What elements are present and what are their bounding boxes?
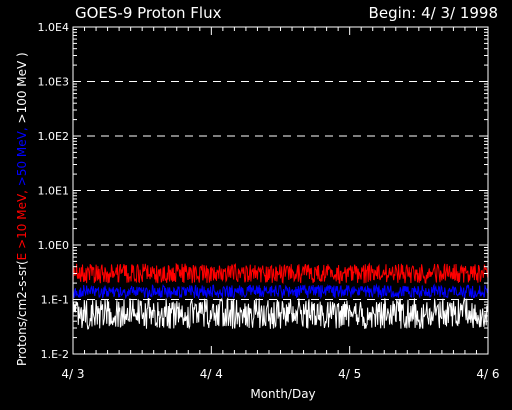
- series-line: [72, 262, 489, 284]
- y-tick-label: 1.E-2: [41, 348, 69, 361]
- series-line: [72, 283, 489, 300]
- series-line: [72, 297, 489, 330]
- y-axis-label: Protons/cm2-s-sr(E >10 MeV, >50 MeV, >10…: [15, 52, 29, 366]
- y-axis-label-prefix: Protons/cm2-s-sr(: [15, 260, 29, 366]
- y-axis-label-gt100: >100 MeV ): [15, 52, 29, 127]
- grid-lines: [73, 81, 488, 300]
- y-tick-label: 1.0E4: [38, 21, 69, 34]
- y-tick-label: 1.0E0: [38, 239, 69, 252]
- axes: [72, 26, 489, 355]
- x-tick-label: 4/ 5: [338, 367, 361, 381]
- y-tick-label: 1.0E1: [38, 185, 69, 198]
- x-axis-label: Month/Day: [250, 387, 315, 401]
- y-tick-label: 1.0E2: [38, 130, 69, 143]
- x-tick-label: 4/ 4: [200, 367, 223, 381]
- y-axis-label-gt10: E >10 MeV,: [15, 190, 29, 260]
- tick-labels: 1.E-2 1.E-1 1.0E0 1.0E1 1.0E2 1.0E3 1.0E4 4/ 3 4…: [38, 21, 500, 381]
- chart-title: GOES-9 Proton Flux: [75, 4, 222, 22]
- x-tick-label: 4/ 6: [476, 367, 499, 381]
- y-tick-label: 1.0E3: [38, 76, 69, 89]
- y-tick-label: 1.E-1: [41, 294, 69, 307]
- begin-date-label: Begin: 4/ 3/ 1998: [369, 4, 498, 22]
- x-tick-label: 4/ 3: [61, 367, 84, 381]
- y-axis-label-gt50: >50 MeV,: [15, 127, 29, 190]
- series-layer: [72, 262, 489, 330]
